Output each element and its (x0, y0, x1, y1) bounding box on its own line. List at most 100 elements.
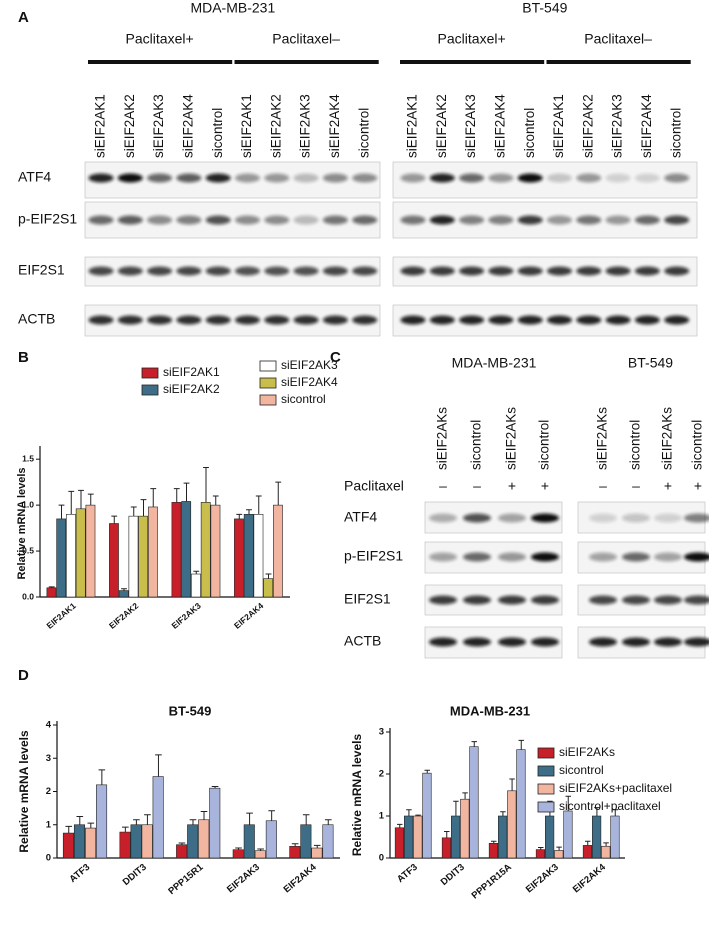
y-tick-label: 2 (379, 769, 384, 780)
bar (254, 850, 266, 859)
blot-band (684, 637, 709, 647)
blot-band (293, 315, 319, 325)
lane-label: siEIF2AKs (435, 407, 450, 470)
legend-swatch (537, 801, 555, 813)
error-bar (556, 846, 562, 851)
row-label: p-EIF2S1 (18, 211, 77, 227)
error-bar (291, 843, 299, 847)
lane-label: sicontrol (628, 420, 643, 470)
error-bar (98, 769, 106, 785)
blot-band (634, 215, 660, 225)
row-label: ATF4 (344, 509, 377, 525)
error-bar (140, 499, 147, 517)
blot-band (322, 315, 348, 325)
blot-band (517, 215, 543, 225)
legend-label: siEIF2AKs (559, 745, 615, 759)
blot-band (459, 173, 485, 183)
legend-swatch (537, 765, 555, 777)
lane-label: siEIF2AK3 (463, 94, 478, 158)
y-tick-label: 3 (46, 753, 51, 764)
legend-label: siEIF2AK2 (163, 382, 220, 396)
chart-title: MDA-MB-231 (450, 703, 530, 718)
bar (152, 776, 164, 859)
blot-band (235, 215, 260, 225)
lane-label: siEIF2AKs (660, 407, 675, 470)
blot-band (235, 173, 260, 183)
blot-band (576, 315, 602, 325)
error-bar (235, 847, 242, 850)
group-label: Paclitaxel– (272, 31, 340, 47)
x-tick-label: ATF3 (395, 862, 420, 885)
blot-band (622, 552, 650, 562)
blot-band (664, 173, 690, 183)
blot-band (622, 637, 650, 647)
blot-band (622, 595, 650, 605)
error-bar (121, 588, 127, 591)
blot-band (498, 513, 526, 523)
x-tick-label: ATF3 (68, 862, 93, 885)
error-bar (144, 814, 151, 825)
row-label: ATF4 (18, 169, 51, 185)
blot-band (498, 552, 526, 562)
y-tick-label: 4 (46, 720, 52, 731)
bar (85, 827, 97, 859)
treatment-sign: + (508, 478, 516, 494)
error-bar (257, 848, 264, 851)
x-tick-label: EIF2AK1 (45, 600, 78, 630)
bar (507, 790, 517, 859)
treatment-sign: – (473, 478, 481, 494)
error-bar (130, 506, 137, 517)
bar (210, 504, 221, 598)
blot-band (205, 266, 231, 276)
blot-band (488, 315, 514, 325)
y-tick-label: 1 (46, 819, 52, 830)
bar (128, 515, 139, 598)
error-bar (313, 844, 321, 849)
treatment-sign: – (632, 478, 640, 494)
blot-band (605, 215, 631, 225)
blot-band (117, 315, 143, 325)
legend-label: siEIF2AK1 (163, 365, 220, 379)
y-axis-label: Relative mRNA levels (17, 730, 31, 853)
lane-label: siEIF2AK1 (551, 94, 566, 158)
blot-band (605, 315, 631, 325)
blot-band (429, 513, 457, 523)
lane-label: siEIF2AK4 (180, 94, 195, 158)
blot-band (684, 552, 709, 562)
error-bar (406, 809, 412, 816)
bar (422, 772, 432, 859)
bar (118, 590, 129, 598)
bar (171, 502, 182, 598)
lane-label: siEIF2AK4 (492, 94, 507, 158)
error-bar (58, 504, 65, 519)
blot-band (531, 637, 559, 647)
x-tick-label: PPP15R1 (166, 861, 206, 897)
blot-band (400, 215, 426, 225)
lane-label: sicontrol (356, 108, 371, 158)
blot-band (589, 637, 617, 647)
blot-band (322, 266, 348, 276)
blot-band (634, 173, 660, 183)
y-tick-label: 0 (46, 853, 51, 864)
error-bar (111, 515, 118, 524)
blot-band (293, 215, 319, 225)
bar (75, 508, 86, 598)
blot-band (531, 595, 559, 605)
lane-label: sicontrol (522, 108, 537, 158)
treatment-sign: – (439, 478, 447, 494)
bar (451, 815, 461, 859)
blot-band (88, 215, 114, 225)
blot-band (429, 266, 455, 276)
blot-band (352, 315, 378, 325)
treatment-sign: + (541, 478, 549, 494)
error-bar (211, 786, 219, 789)
bar (610, 815, 620, 859)
blot-band (117, 215, 143, 225)
bar (289, 846, 301, 859)
bar (200, 502, 211, 598)
blot-band (264, 266, 290, 276)
error-bar (173, 488, 180, 503)
chart-title: BT-549 (169, 703, 212, 718)
bar (322, 824, 334, 859)
